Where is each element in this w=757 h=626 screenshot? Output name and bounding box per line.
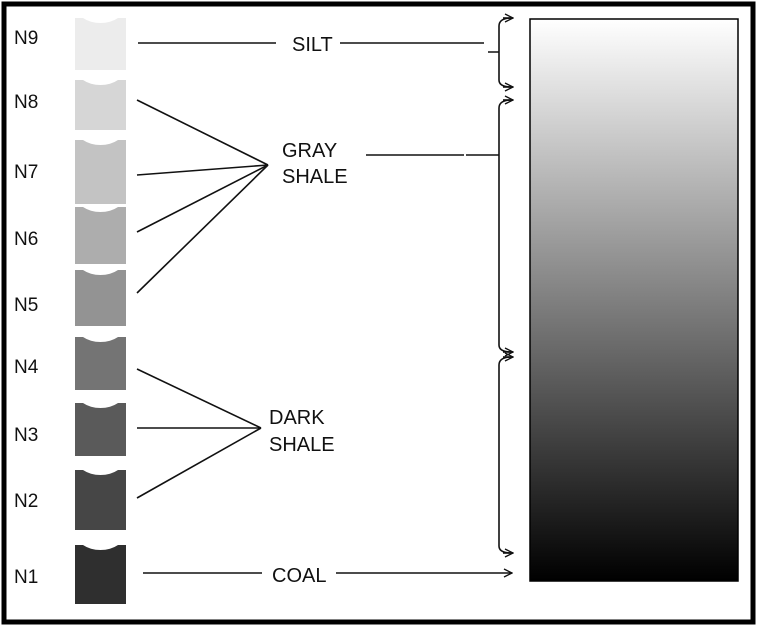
dark-shale-connector-n4	[136, 368, 262, 429]
grade-label-n8: N8	[14, 92, 38, 113]
grade-label-n5: N5	[14, 295, 38, 316]
chip-n2	[75, 470, 126, 530]
chip-n5	[75, 270, 126, 326]
chip-n3	[75, 403, 126, 456]
gray-shale-label-line2: SHALE	[282, 166, 348, 188]
gray-gradient-bar	[529, 18, 739, 582]
gray-shale-bracket	[466, 99, 513, 353]
gray-shale-connector-n5	[136, 164, 269, 294]
chip-n7	[75, 140, 126, 204]
grade-label-n1: N1	[14, 567, 38, 588]
gray-shale-connector-n6	[136, 164, 269, 233]
gray-shale-label-line1: GRAY	[282, 140, 337, 162]
brackets	[466, 18, 513, 553]
grade-label-n9: N9	[14, 28, 38, 49]
connector-lines	[136, 42, 512, 573]
chip-n6	[75, 207, 126, 264]
grade-label-n2: N2	[14, 491, 38, 512]
chip-n8	[75, 80, 126, 130]
dark-shale-connector-n2	[136, 427, 262, 499]
grade-label-n3: N3	[14, 425, 38, 446]
grade-label-n4: N4	[14, 357, 39, 378]
silt-bracket	[488, 17, 513, 88]
chip-n4	[75, 337, 126, 390]
gray-scale-chips	[75, 18, 126, 604]
silt-label: SILT	[292, 34, 333, 56]
grade-label-n7: N7	[14, 162, 38, 183]
coal-label: COAL	[272, 565, 326, 587]
grade-label-n6: N6	[14, 229, 38, 250]
grade-labels: N9 N8 N7 N6 N5 N4 N3 N2 N1	[14, 28, 39, 588]
chip-n9	[75, 18, 126, 70]
dark-shale-label-line2: SHALE	[269, 434, 335, 456]
gray-shale-connector-n8	[136, 99, 269, 166]
gray-shale-connector-n7	[136, 164, 269, 176]
chip-n1	[75, 545, 126, 604]
dark-shale-label-line1: DARK	[269, 407, 325, 429]
